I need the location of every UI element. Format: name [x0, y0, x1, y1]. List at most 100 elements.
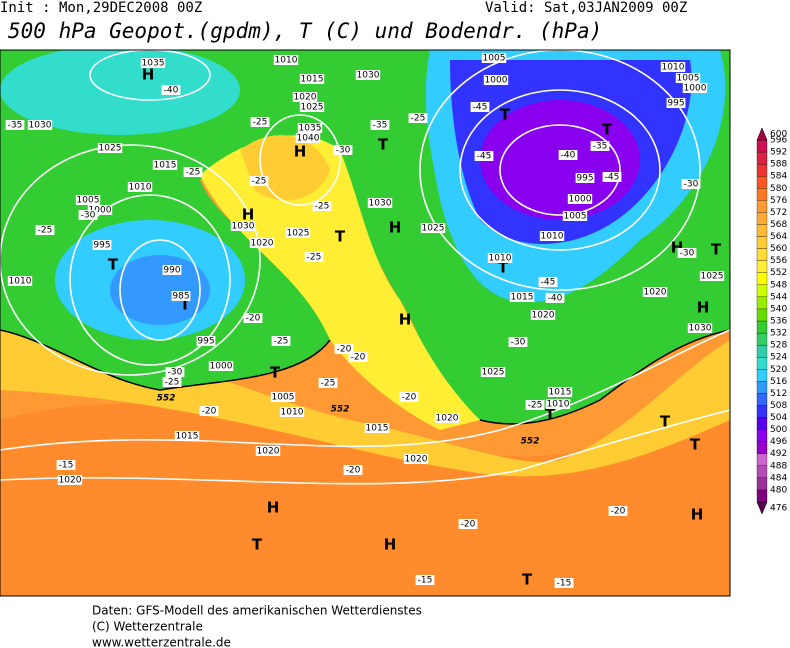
- isobar-label: 1030: [29, 121, 52, 131]
- label-box: [677, 248, 697, 258]
- label-box: [547, 387, 573, 397]
- colorbar-cell: [756, 248, 768, 261]
- isobar-label: 1035: [299, 124, 322, 134]
- colorbar-arrow: [756, 501, 768, 515]
- label-box: [562, 211, 588, 221]
- colorbar-label: 528: [770, 341, 787, 351]
- colorbar-cell: [756, 163, 768, 177]
- colorbar-label: 556: [770, 256, 787, 266]
- label-box: [279, 407, 305, 417]
- label-box: [699, 271, 725, 281]
- temperature-label: -25: [307, 253, 322, 263]
- colorbar-label: 496: [770, 437, 787, 447]
- isobar-label: 1030: [689, 324, 712, 334]
- colorbar-cell: [756, 176, 768, 189]
- isobar-label: 1020: [644, 288, 667, 298]
- map-frame: [0, 49, 731, 597]
- label-box: [343, 465, 363, 475]
- pressure-system: H: [142, 66, 155, 84]
- isobar-label: 1010: [129, 183, 152, 193]
- temperature-label: -30: [680, 249, 695, 259]
- temperature-label: -20: [337, 345, 352, 355]
- label-box: [35, 225, 55, 235]
- isobar-label: 1020: [405, 455, 428, 465]
- isobar-label: 1020: [436, 414, 459, 424]
- pressure-system: T: [690, 436, 701, 454]
- temperature-label: -25: [165, 378, 180, 388]
- label-box: [140, 58, 166, 68]
- label-box: [420, 223, 446, 233]
- pressure-system: T: [270, 364, 281, 382]
- colorbar-cell: [756, 236, 768, 249]
- height-label: 552: [521, 437, 540, 447]
- label-box: [183, 167, 203, 177]
- colorbar: 476 480 484 488 492 496 500 504 508 512 516 520 524 5…: [756, 127, 787, 515]
- colorbar-cell: [756, 369, 768, 382]
- isobar-label: 1010: [275, 56, 298, 66]
- pressure-system: H: [691, 506, 704, 524]
- isobar-label: 1025: [99, 144, 122, 154]
- pressure-system: T: [335, 228, 346, 246]
- isobar-label: 995: [667, 99, 684, 109]
- trough: [0, 50, 240, 135]
- pressure-system: T: [180, 296, 191, 314]
- isobar-label: 1040: [297, 134, 320, 144]
- colorbar-cell: [756, 453, 768, 466]
- pressure-system: T: [498, 259, 509, 277]
- colorbar-cell: [756, 344, 768, 358]
- colorbar-label: 520: [770, 365, 787, 375]
- colorbar-label: 588: [770, 160, 787, 170]
- label-box: [487, 253, 513, 263]
- label-box: [525, 400, 545, 410]
- label-box: [403, 454, 429, 464]
- label-box: [558, 150, 578, 160]
- colorbar-label: 480: [770, 485, 787, 495]
- temperature-label: -25: [186, 168, 201, 178]
- label-box: [299, 102, 325, 112]
- label-box: [243, 313, 263, 323]
- isobar-label: 1020: [294, 93, 317, 103]
- colorbar-cell: [756, 441, 768, 454]
- colorbar-label: 592: [770, 148, 787, 158]
- label-box: [483, 75, 509, 85]
- label-box: [554, 578, 574, 588]
- label-box: [304, 252, 324, 262]
- temperature-label: -25: [321, 379, 336, 389]
- pressure-system: H: [267, 499, 280, 517]
- colorbar-cell: [756, 381, 768, 394]
- isobar-label: 1030: [357, 71, 380, 81]
- label-box: [538, 277, 558, 287]
- label-box: [250, 117, 270, 127]
- temperature-label: -30: [511, 338, 526, 348]
- temperature-label: -25: [253, 118, 268, 128]
- temperature-label: -30: [168, 368, 183, 378]
- label-box: [642, 287, 668, 297]
- label-box: [530, 310, 556, 320]
- isobar-label: 1010: [9, 277, 32, 287]
- colorbar-label: 564: [770, 232, 787, 242]
- colorbar-label: 540: [770, 304, 787, 314]
- colorbar-cell: [756, 393, 768, 406]
- label-box: [249, 176, 269, 186]
- temperature-label: -25: [252, 177, 267, 187]
- label-box: [162, 377, 182, 387]
- isobar-label: 1020: [532, 311, 555, 321]
- label-box: [608, 506, 628, 516]
- temperature-label: -20: [346, 466, 361, 476]
- colorbar-label: 560: [770, 244, 787, 254]
- isobar-label: 1030: [369, 199, 392, 209]
- isobar-label: 1020: [257, 447, 280, 457]
- temperature-label: -45: [605, 173, 620, 183]
- label-box: [355, 70, 381, 80]
- label-box: [273, 55, 299, 65]
- temperature-label: -35: [373, 121, 388, 131]
- pressure-system: H: [399, 311, 412, 329]
- label-box: [162, 265, 182, 275]
- label-box: [539, 231, 565, 241]
- temperature-label: -20: [611, 507, 626, 517]
- isobar-label: 1030: [232, 222, 255, 232]
- label-box: [230, 221, 256, 231]
- label-box: [567, 194, 593, 204]
- temperature-label: -40: [561, 151, 576, 161]
